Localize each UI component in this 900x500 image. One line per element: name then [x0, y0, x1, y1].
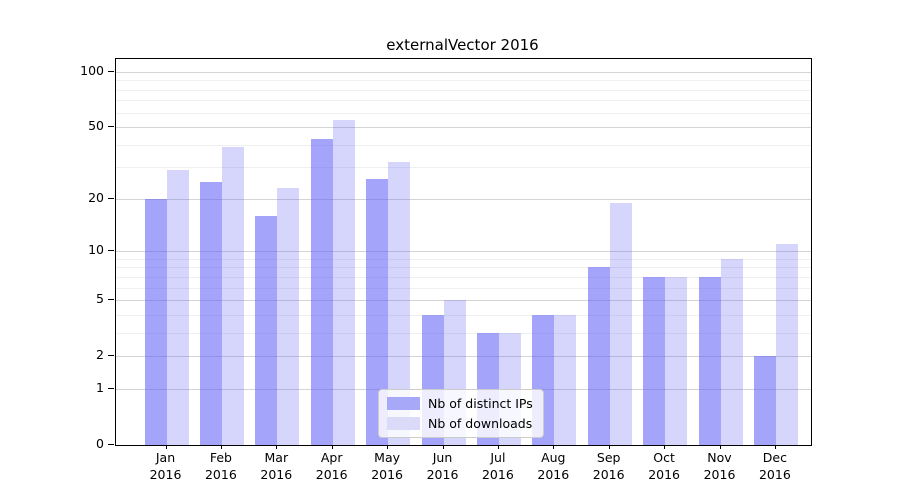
x-tick — [774, 445, 776, 449]
gridline-major — [116, 356, 811, 358]
y-tick-label: 0 — [96, 436, 104, 451]
bar-may-distinct-ips — [366, 178, 389, 445]
bar-nov-distinct-ips — [698, 276, 721, 445]
bar-oct-distinct-ips — [643, 276, 666, 445]
bar-feb-downloads — [221, 146, 244, 445]
y-tick-label: 5 — [96, 291, 104, 307]
x-tick-label-jun: Jun 2016 — [426, 450, 459, 482]
y-tick-label: 20 — [88, 189, 104, 205]
bar-feb-distinct-ips — [199, 181, 222, 445]
y-tick-label: 1 — [96, 380, 104, 395]
plot-area: Nb of distinct IPs Nb of downloads — [115, 58, 812, 446]
y-tick — [108, 299, 114, 301]
gridline-major — [116, 127, 811, 129]
gridline-minor — [116, 144, 811, 146]
x-tick-label-nov: Nov 2016 — [703, 450, 736, 482]
x-tick — [331, 445, 333, 449]
x-tick — [220, 445, 222, 449]
x-tick — [553, 445, 555, 449]
y-tick — [108, 197, 114, 199]
bar-may-downloads — [388, 162, 411, 445]
bar-nov-downloads — [720, 258, 743, 445]
bar-mar-downloads — [277, 188, 300, 445]
bar-apr-downloads — [332, 119, 355, 445]
gridline-minor — [116, 276, 811, 278]
legend-item-downloads: Nb of downloads — [387, 416, 533, 431]
bar-oct-downloads — [665, 276, 688, 445]
x-tick-label-jul: Jul 2016 — [481, 450, 514, 482]
distinct-ips-swatch — [387, 397, 420, 410]
x-tick-label-may: May 2016 — [371, 450, 403, 482]
bar-mar-distinct-ips — [255, 216, 278, 445]
downloads-swatch — [387, 417, 420, 430]
bar-apr-distinct-ips — [310, 139, 333, 445]
gridline-minor — [116, 167, 811, 169]
gridline-major — [116, 251, 811, 253]
gridline-minor — [116, 112, 811, 114]
chart-title: externalVector 2016 — [386, 36, 539, 54]
y-tick — [108, 355, 114, 357]
x-tick-label-dec: Dec 2016 — [758, 450, 791, 482]
bar-sep-distinct-ips — [587, 267, 610, 445]
gridline-minor — [116, 80, 811, 82]
y-tick — [108, 126, 114, 128]
gridline-minor — [116, 258, 811, 260]
gridline-major — [116, 198, 811, 200]
gridline-minor — [116, 89, 811, 91]
x-tick — [387, 445, 389, 449]
legend-label-downloads: Nb of downloads — [428, 416, 533, 431]
x-tick — [497, 445, 499, 449]
x-tick — [276, 445, 278, 449]
gridline-minor — [116, 314, 811, 316]
x-tick — [442, 445, 444, 449]
gridline-major — [116, 71, 811, 73]
gridline-minor — [116, 267, 811, 269]
gridline-minor — [116, 287, 811, 289]
y-tick-label: 50 — [88, 118, 104, 134]
y-tick — [108, 388, 114, 389]
gridline-minor — [116, 100, 811, 102]
y-tick-label: 2 — [96, 347, 104, 363]
legend-item-distinct-ips: Nb of distinct IPs — [387, 396, 533, 411]
legend-label-distinct-ips: Nb of distinct IPs — [428, 396, 533, 411]
x-tick — [608, 445, 610, 449]
bar-jan-distinct-ips — [144, 198, 167, 445]
x-tick-label-oct: Oct 2016 — [648, 450, 680, 482]
y-tick-label: 10 — [88, 242, 104, 258]
x-tick-label-apr: Apr 2016 — [315, 450, 348, 482]
gridline-minor — [116, 332, 811, 334]
bar-dec-distinct-ips — [753, 356, 776, 445]
x-tick — [165, 445, 167, 449]
x-tick-label-feb: Feb 2016 — [204, 450, 237, 482]
y-tick — [108, 444, 114, 445]
bar-aug-downloads — [554, 314, 577, 445]
bar-dec-downloads — [775, 244, 798, 445]
y-tick — [108, 250, 114, 252]
x-tick — [719, 445, 721, 449]
y-tick — [108, 70, 114, 72]
x-tick-label-sep: Sep 2016 — [592, 450, 625, 482]
bar-sep-downloads — [609, 202, 632, 445]
x-tick-label-aug: Aug 2016 — [537, 450, 570, 482]
gridline-major — [116, 300, 811, 302]
bar-jan-downloads — [166, 170, 189, 445]
x-tick-label-mar: Mar 2016 — [260, 450, 293, 482]
x-tick-label-jan: Jan 2016 — [149, 450, 182, 482]
x-tick — [664, 445, 666, 449]
legend: Nb of distinct IPs Nb of downloads — [378, 389, 544, 438]
y-tick-label: 100 — [80, 62, 104, 78]
